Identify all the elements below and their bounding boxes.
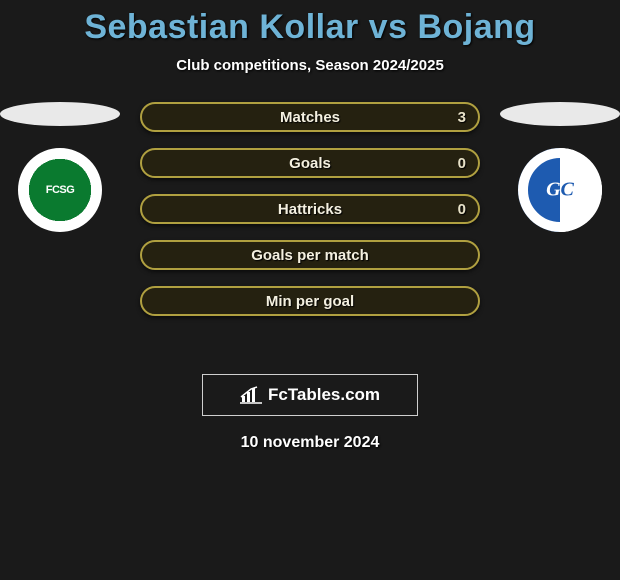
footer-date: 10 november 2024 xyxy=(0,434,620,452)
player-left-column xyxy=(0,102,120,232)
infographic-root: Sebastian Kollar vs Bojang Club competit… xyxy=(0,0,620,452)
player-right-headshot-placeholder xyxy=(500,102,620,126)
watermark-text: FcTables.com xyxy=(268,385,380,405)
stat-label: Hattricks xyxy=(186,201,434,218)
player-left-headshot-placeholder xyxy=(0,102,120,126)
watermark: FcTables.com xyxy=(202,374,418,416)
stat-label: Min per goal xyxy=(186,293,434,310)
stat-row-matches: Matches 3 xyxy=(140,102,480,132)
club-badge-left xyxy=(18,148,102,232)
stat-right-value: 0 xyxy=(434,201,478,218)
stat-label: Matches xyxy=(186,109,434,126)
page-subtitle: Club competitions, Season 2024/2025 xyxy=(0,57,620,74)
watermark-brand-part2: Tables.com xyxy=(288,385,380,404)
stat-row-goals: Goals 0 xyxy=(140,148,480,178)
stat-right-value: 0 xyxy=(434,155,478,172)
stat-row-goals-per-match: Goals per match xyxy=(140,240,480,270)
club-badge-right: ★ ★ GC xyxy=(518,148,602,232)
stat-row-min-per-goal: Min per goal xyxy=(140,286,480,316)
player-right-column: ★ ★ GC xyxy=(500,102,620,232)
stat-rows: Matches 3 Goals 0 Hattricks 0 Goals per … xyxy=(140,102,480,316)
stat-row-hattricks: Hattricks 0 xyxy=(140,194,480,224)
comparison-area: ★ ★ GC Matches 3 Goals 0 Hattricks 0 xyxy=(0,102,620,362)
bar-chart-icon xyxy=(240,386,262,404)
stat-label: Goals per match xyxy=(186,247,434,264)
page-title: Sebastian Kollar vs Bojang xyxy=(0,8,620,47)
stat-right-value: 3 xyxy=(434,109,478,126)
stat-label: Goals xyxy=(186,155,434,172)
watermark-brand-part1: Fc xyxy=(268,385,288,404)
